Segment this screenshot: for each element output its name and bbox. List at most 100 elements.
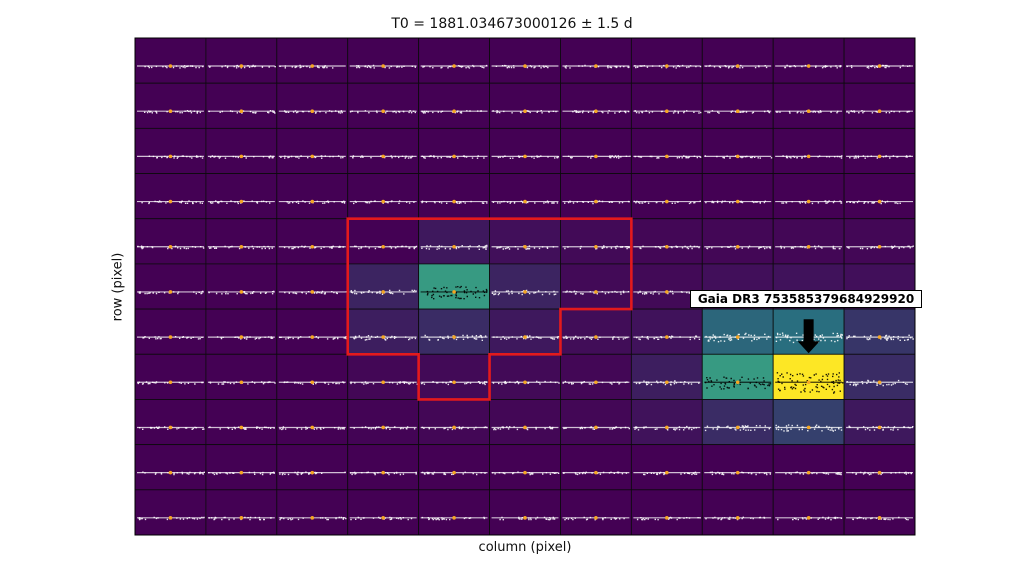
pixel-cell <box>134 353 207 400</box>
transit-marker <box>168 290 173 294</box>
pixel-cell-background <box>134 263 207 310</box>
pixel-cell <box>843 37 916 84</box>
pixel-cell <box>630 218 703 265</box>
pixel-cell-background <box>134 218 207 265</box>
pixel-cell <box>276 82 349 129</box>
transit-marker <box>665 335 669 339</box>
aperture-outline <box>346 217 633 401</box>
pixel-cell-background <box>630 353 703 400</box>
pixel-cell-background <box>772 489 845 536</box>
x-axis-label: column (pixel) <box>478 540 572 555</box>
transit-marker <box>735 516 740 520</box>
pixel-cell-background <box>701 353 774 400</box>
transit-marker <box>310 470 315 475</box>
pixel-cell-background <box>276 489 349 536</box>
transit-marker <box>381 380 385 385</box>
pixel-cell <box>418 353 490 400</box>
pixel-cell-background <box>205 399 278 446</box>
pixel-cell-background <box>560 263 632 310</box>
pixel-cell <box>347 308 420 355</box>
transit-marker <box>381 154 385 159</box>
pixel-cell-background <box>630 173 703 220</box>
transit-marker <box>806 470 811 475</box>
transit-marker <box>168 470 173 475</box>
lightcurve-points <box>572 110 630 114</box>
transit-marker <box>168 199 173 204</box>
transit-marker <box>594 335 598 339</box>
pixel-cell <box>347 127 420 174</box>
transit-marker <box>594 380 598 385</box>
pixel-cell-background <box>489 399 561 446</box>
lightcurve-points <box>852 516 909 521</box>
lightcurve-points <box>635 380 700 386</box>
pixel-cell <box>843 489 916 536</box>
transit-marker <box>452 335 456 339</box>
lightcurve-points <box>492 200 559 204</box>
transit-marker <box>665 109 669 113</box>
transit-marker <box>452 64 456 68</box>
transit-marker <box>877 244 882 249</box>
lightcurve-points <box>426 285 488 300</box>
pixel-cell-background <box>347 308 420 355</box>
transit-marker <box>168 154 173 159</box>
pixel-cell-background <box>560 127 632 174</box>
pixel-cell <box>701 308 774 355</box>
pixel-cell <box>489 37 561 84</box>
pixel-cell <box>560 308 632 355</box>
transit-marker <box>168 244 173 249</box>
lightcurve-points <box>284 110 343 114</box>
pixel-cell <box>772 82 845 129</box>
pixel-cell-background <box>418 263 490 310</box>
pixel-cell-background <box>701 399 774 446</box>
pixel-cell-background <box>701 444 774 491</box>
pixel-cell <box>489 218 561 265</box>
transit-marker <box>735 335 740 339</box>
pixel-cell-background <box>772 444 845 491</box>
pixel-cell <box>134 444 207 491</box>
transit-marker <box>239 154 244 159</box>
transit-marker <box>239 380 244 385</box>
pixel-cell <box>489 444 561 491</box>
pixel-cell-background <box>134 444 207 491</box>
pixel-cell <box>418 82 490 129</box>
pixel-cell-background <box>347 263 420 310</box>
pixel-cell <box>489 308 561 355</box>
pixel-cell <box>134 218 207 265</box>
pixel-cell-background <box>134 308 207 355</box>
lightcurve-points <box>846 379 908 387</box>
transit-marker <box>665 516 669 520</box>
pixel-cell-background <box>630 127 703 174</box>
pixel-cell-background <box>560 308 632 355</box>
transit-marker <box>310 290 315 294</box>
transit-marker <box>735 109 740 113</box>
pixel-cell-background <box>489 263 561 310</box>
pixel-cell <box>134 489 207 536</box>
transit-marker <box>594 425 598 430</box>
transit-marker <box>806 244 811 249</box>
pixel-cell <box>276 263 349 310</box>
pixel-cell <box>560 353 632 400</box>
pixel-cell <box>276 173 349 220</box>
pixel-cell-background <box>843 353 916 400</box>
pixel-cell <box>418 173 490 220</box>
pixel-cell-background <box>418 308 490 355</box>
lightcurve-points <box>633 200 701 205</box>
pixel-cell <box>843 82 916 129</box>
pixel-cell <box>205 173 278 220</box>
lightcurve-points <box>356 64 416 69</box>
pixel-cell-background <box>418 489 490 536</box>
transit-marker <box>452 154 456 159</box>
pixel-cell-background <box>701 37 774 84</box>
pixel-cell <box>630 173 703 220</box>
pixel-cell-background <box>347 82 420 129</box>
transit-marker <box>452 380 456 385</box>
pixel-cell <box>560 444 632 491</box>
pixel-cell <box>701 82 774 129</box>
pixel-cell <box>134 308 207 355</box>
pixel-cell-background <box>276 127 349 174</box>
pixel-cell <box>205 353 278 400</box>
lightcurve-points <box>279 426 345 431</box>
pixel-cell-background <box>630 218 703 265</box>
transit-marker <box>735 425 740 430</box>
lightcurve-points <box>209 200 271 205</box>
